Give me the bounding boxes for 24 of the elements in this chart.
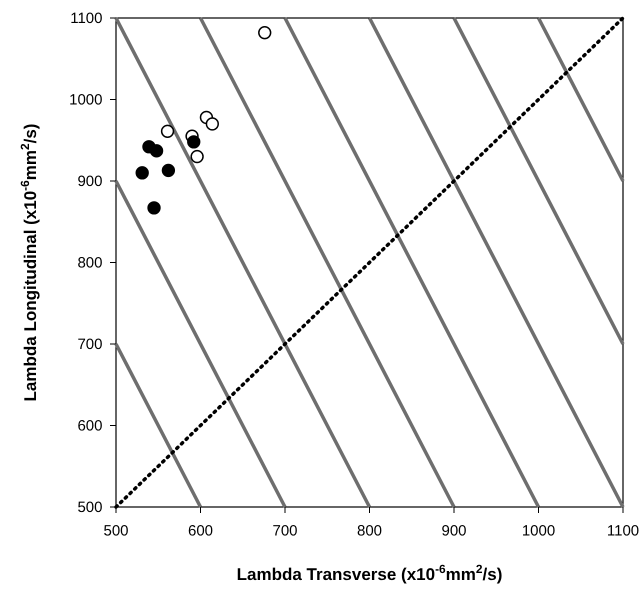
point: [150, 144, 164, 158]
x-tick-label: 700: [272, 522, 298, 540]
y-tick-label: 800: [77, 254, 102, 272]
x-tick-label: 800: [356, 522, 382, 540]
x-tick-label: 1000: [522, 522, 556, 540]
x-axis-title: Lambda Transverse (x10$^{-6}$mm$^{2}$/s): [236, 562, 502, 584]
y-tick-label: 700: [77, 336, 102, 353]
point: [160, 124, 174, 138]
y-tick-label: 1100: [70, 10, 102, 27]
y-tick-label: 900: [77, 172, 102, 190]
x-tick-label: 500: [103, 522, 129, 540]
point: [136, 166, 149, 180]
point: [147, 201, 161, 215]
x-tick-label: 1100: [606, 522, 640, 540]
y-tick-label: 600: [77, 417, 102, 434]
point: [206, 117, 219, 131]
point: [162, 164, 176, 178]
point: [190, 150, 204, 164]
point: [187, 135, 200, 149]
y-tick-label: 1000: [69, 91, 102, 108]
x-tick-label: 900: [441, 522, 467, 540]
y-tick-label: 500: [77, 498, 102, 516]
x-tick-label: 600: [188, 522, 214, 540]
point: [258, 26, 272, 40]
